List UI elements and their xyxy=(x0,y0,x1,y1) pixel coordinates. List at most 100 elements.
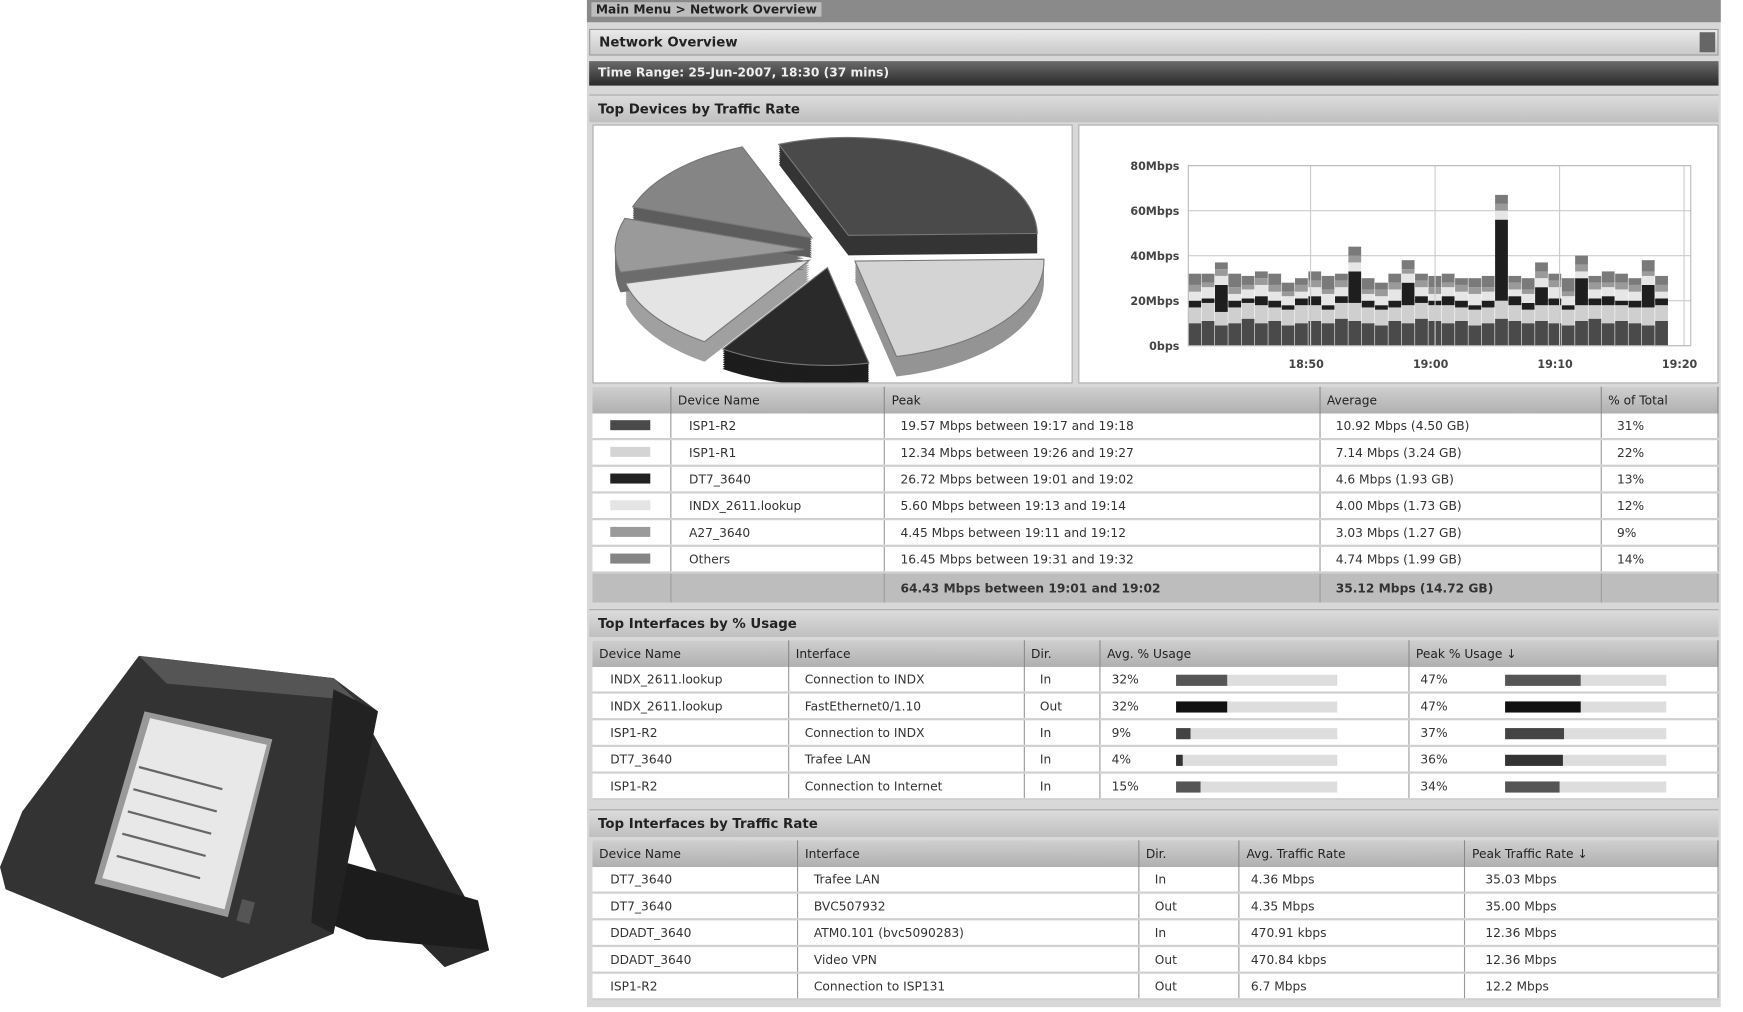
interface-name[interactable]: ATM0.101 (bvc5090283) xyxy=(797,919,1140,948)
bar-segment xyxy=(1415,296,1428,303)
legend-cell xyxy=(592,465,672,494)
device-name[interactable]: A27_3640 xyxy=(670,519,885,547)
device-name[interactable]: ISP1-R1 xyxy=(670,439,885,467)
device-name[interactable]: Others xyxy=(670,545,885,574)
total-peak: 64.43 Mbps between 19:01 and 19:02 xyxy=(884,572,1321,603)
device-name[interactable]: DT7_3640 xyxy=(592,745,790,774)
bar-segment xyxy=(1561,309,1575,326)
table-row[interactable]: A27_3640 4.45 Mbps between 19:11 and 19:… xyxy=(592,519,1719,547)
table-row[interactable]: INDX_2611.lookup FastEthernet0/1.10 Out … xyxy=(592,692,1719,721)
column-header[interactable]: Device Name xyxy=(592,640,790,667)
bar-segment xyxy=(1188,307,1202,324)
column-header[interactable]: Dir. xyxy=(1023,640,1101,667)
column-header[interactable]: Device Name xyxy=(592,840,799,868)
column-header[interactable]: Dir. xyxy=(1138,840,1240,868)
bar-segment xyxy=(1388,273,1402,283)
pie-slice-isp1-r2[interactable] xyxy=(777,136,1038,236)
device-name[interactable]: DDADT_3640 xyxy=(592,945,799,974)
table-row[interactable]: DT7_3640 Trafee LAN In 4.36 Mbps 35.03 M… xyxy=(592,867,1719,894)
device-name[interactable]: DT7_3640 xyxy=(670,465,885,494)
interface-name[interactable]: Connection to ISP131 xyxy=(797,972,1140,1001)
x-tick-label: 18:50 xyxy=(1288,358,1324,371)
interface-name[interactable]: FastEthernet0/1.10 xyxy=(788,692,1025,721)
column-header[interactable]: Interface xyxy=(797,840,1140,868)
interface-name[interactable]: Connection to Internet xyxy=(788,772,1025,801)
table-row[interactable]: ISP1-R2 19.57 Mbps between 19:17 and 19:… xyxy=(592,413,1719,441)
bar-segment xyxy=(1575,271,1588,279)
table-row[interactable]: ISP1-R2 Connection to ISP131 Out 6.7 Mbp… xyxy=(592,972,1719,1001)
direction: In xyxy=(1023,666,1101,694)
bar-segment xyxy=(1615,282,1628,290)
column-header[interactable] xyxy=(592,386,672,414)
column-header[interactable]: Peak % Usage ↓ xyxy=(1408,640,1719,667)
table-row[interactable]: ISP1-R2 Connection to INDX In 9% 37% xyxy=(592,719,1719,747)
device-name[interactable]: ISP1-R2 xyxy=(670,413,885,441)
bar-segment xyxy=(1455,300,1468,308)
bar-segment xyxy=(1241,284,1255,290)
bar-segment xyxy=(1361,307,1375,324)
device-name[interactable]: DDADT_3640 xyxy=(592,919,799,948)
table-row[interactable]: Others 16.45 Mbps between 19:31 and 19:3… xyxy=(592,545,1719,574)
table-row[interactable]: ISP1-R2 Connection to Internet In 15% 34… xyxy=(592,772,1719,801)
bar-segment xyxy=(1615,305,1628,321)
bar-segment xyxy=(1201,282,1215,288)
bar-segment xyxy=(1281,325,1295,346)
column-header[interactable]: % of Total xyxy=(1600,386,1719,414)
column-header[interactable]: Interface xyxy=(788,640,1025,667)
interface-name[interactable]: Trafee LAN xyxy=(788,745,1025,774)
pie-slice-a27-3640[interactable] xyxy=(614,217,805,273)
pie-slice-isp1-r1[interactable] xyxy=(854,258,1045,358)
pie-slice-indx-2611-lookup[interactable] xyxy=(624,259,812,343)
device-name[interactable]: ISP1-R2 xyxy=(592,772,790,801)
table-row[interactable]: DDADT_3640 Video VPN Out 470.84 kbps 12.… xyxy=(592,945,1719,974)
direction: In xyxy=(1023,745,1101,774)
table-row[interactable]: DDADT_3640 ATM0.101 (bvc5090283) In 470.… xyxy=(592,919,1719,948)
column-header[interactable]: Peak Traffic Rate ↓ xyxy=(1464,840,1719,868)
breadcrumb[interactable]: Main Menu > Network Overview xyxy=(591,2,822,17)
bar-segment xyxy=(1228,273,1242,288)
table-row[interactable]: INDX_2611.lookup 5.60 Mbps between 19:13… xyxy=(592,492,1719,521)
bar-segment xyxy=(1268,284,1282,292)
legend-cell xyxy=(592,545,672,574)
column-header[interactable]: Peak xyxy=(884,386,1321,414)
avg-traffic-rate: 4.36 Mbps xyxy=(1239,867,1466,894)
table-row[interactable]: ISP1-R1 12.34 Mbps between 19:26 and 19:… xyxy=(592,439,1719,467)
scrollbar-handle[interactable] xyxy=(1699,32,1716,53)
pie-slice-others[interactable] xyxy=(631,146,814,239)
device-name[interactable]: DT7_3640 xyxy=(592,867,799,894)
peak-traffic-rate: 35.00 Mbps xyxy=(1464,892,1719,921)
device-name[interactable]: INDX_2611.lookup xyxy=(592,666,790,694)
bar-segment xyxy=(1228,293,1242,301)
direction: Out xyxy=(1138,892,1240,921)
device-name[interactable]: INDX_2611.lookup xyxy=(670,492,885,521)
column-header[interactable]: Device Name xyxy=(670,386,885,414)
column-header[interactable]: Average xyxy=(1319,386,1602,414)
bar-segment xyxy=(1401,282,1415,306)
avg-usage-fill xyxy=(1176,754,1183,766)
time-range[interactable]: Time Range: 25-Jun-2007, 18:30 (37 mins) xyxy=(598,65,890,81)
device-name[interactable]: DT7_3640 xyxy=(592,892,799,921)
bar-segment xyxy=(1601,282,1615,288)
table-row[interactable]: INDX_2611.lookup Connection to INDX In 3… xyxy=(592,666,1719,694)
interface-name[interactable]: Video VPN xyxy=(797,945,1140,974)
interface-name[interactable]: Connection to INDX xyxy=(788,666,1025,694)
bar-segment xyxy=(1521,278,1535,290)
bar-segment xyxy=(1401,305,1415,324)
column-header[interactable]: Avg. % Usage xyxy=(1099,640,1410,667)
bar-segment xyxy=(1521,309,1535,324)
bar-segment xyxy=(1348,262,1362,272)
table-row[interactable]: DT7_3640 26.72 Mbps between 19:01 and 19… xyxy=(592,465,1719,494)
avg-traffic-rate: 4.35 Mbps xyxy=(1239,892,1466,921)
interface-name[interactable]: Connection to INDX xyxy=(788,719,1025,747)
column-header[interactable]: Avg. Traffic Rate xyxy=(1239,840,1466,868)
peak-traffic-rate: 12.36 Mbps xyxy=(1464,945,1719,974)
avg-usage-bar xyxy=(1176,674,1338,686)
interface-name[interactable]: Trafee LAN xyxy=(797,867,1140,894)
interface-name[interactable]: BVC507932 xyxy=(797,892,1140,921)
device-name[interactable]: INDX_2611.lookup xyxy=(592,692,790,721)
device-name[interactable]: ISP1-R2 xyxy=(592,719,790,747)
table-row[interactable]: DT7_3640 BVC507932 Out 4.35 Mbps 35.00 M… xyxy=(592,892,1719,921)
device-name[interactable]: ISP1-R2 xyxy=(592,972,799,1001)
pie-slice-dt7-3640[interactable] xyxy=(721,266,870,366)
table-row[interactable]: DT7_3640 Trafee LAN In 4% 36% xyxy=(592,745,1719,774)
